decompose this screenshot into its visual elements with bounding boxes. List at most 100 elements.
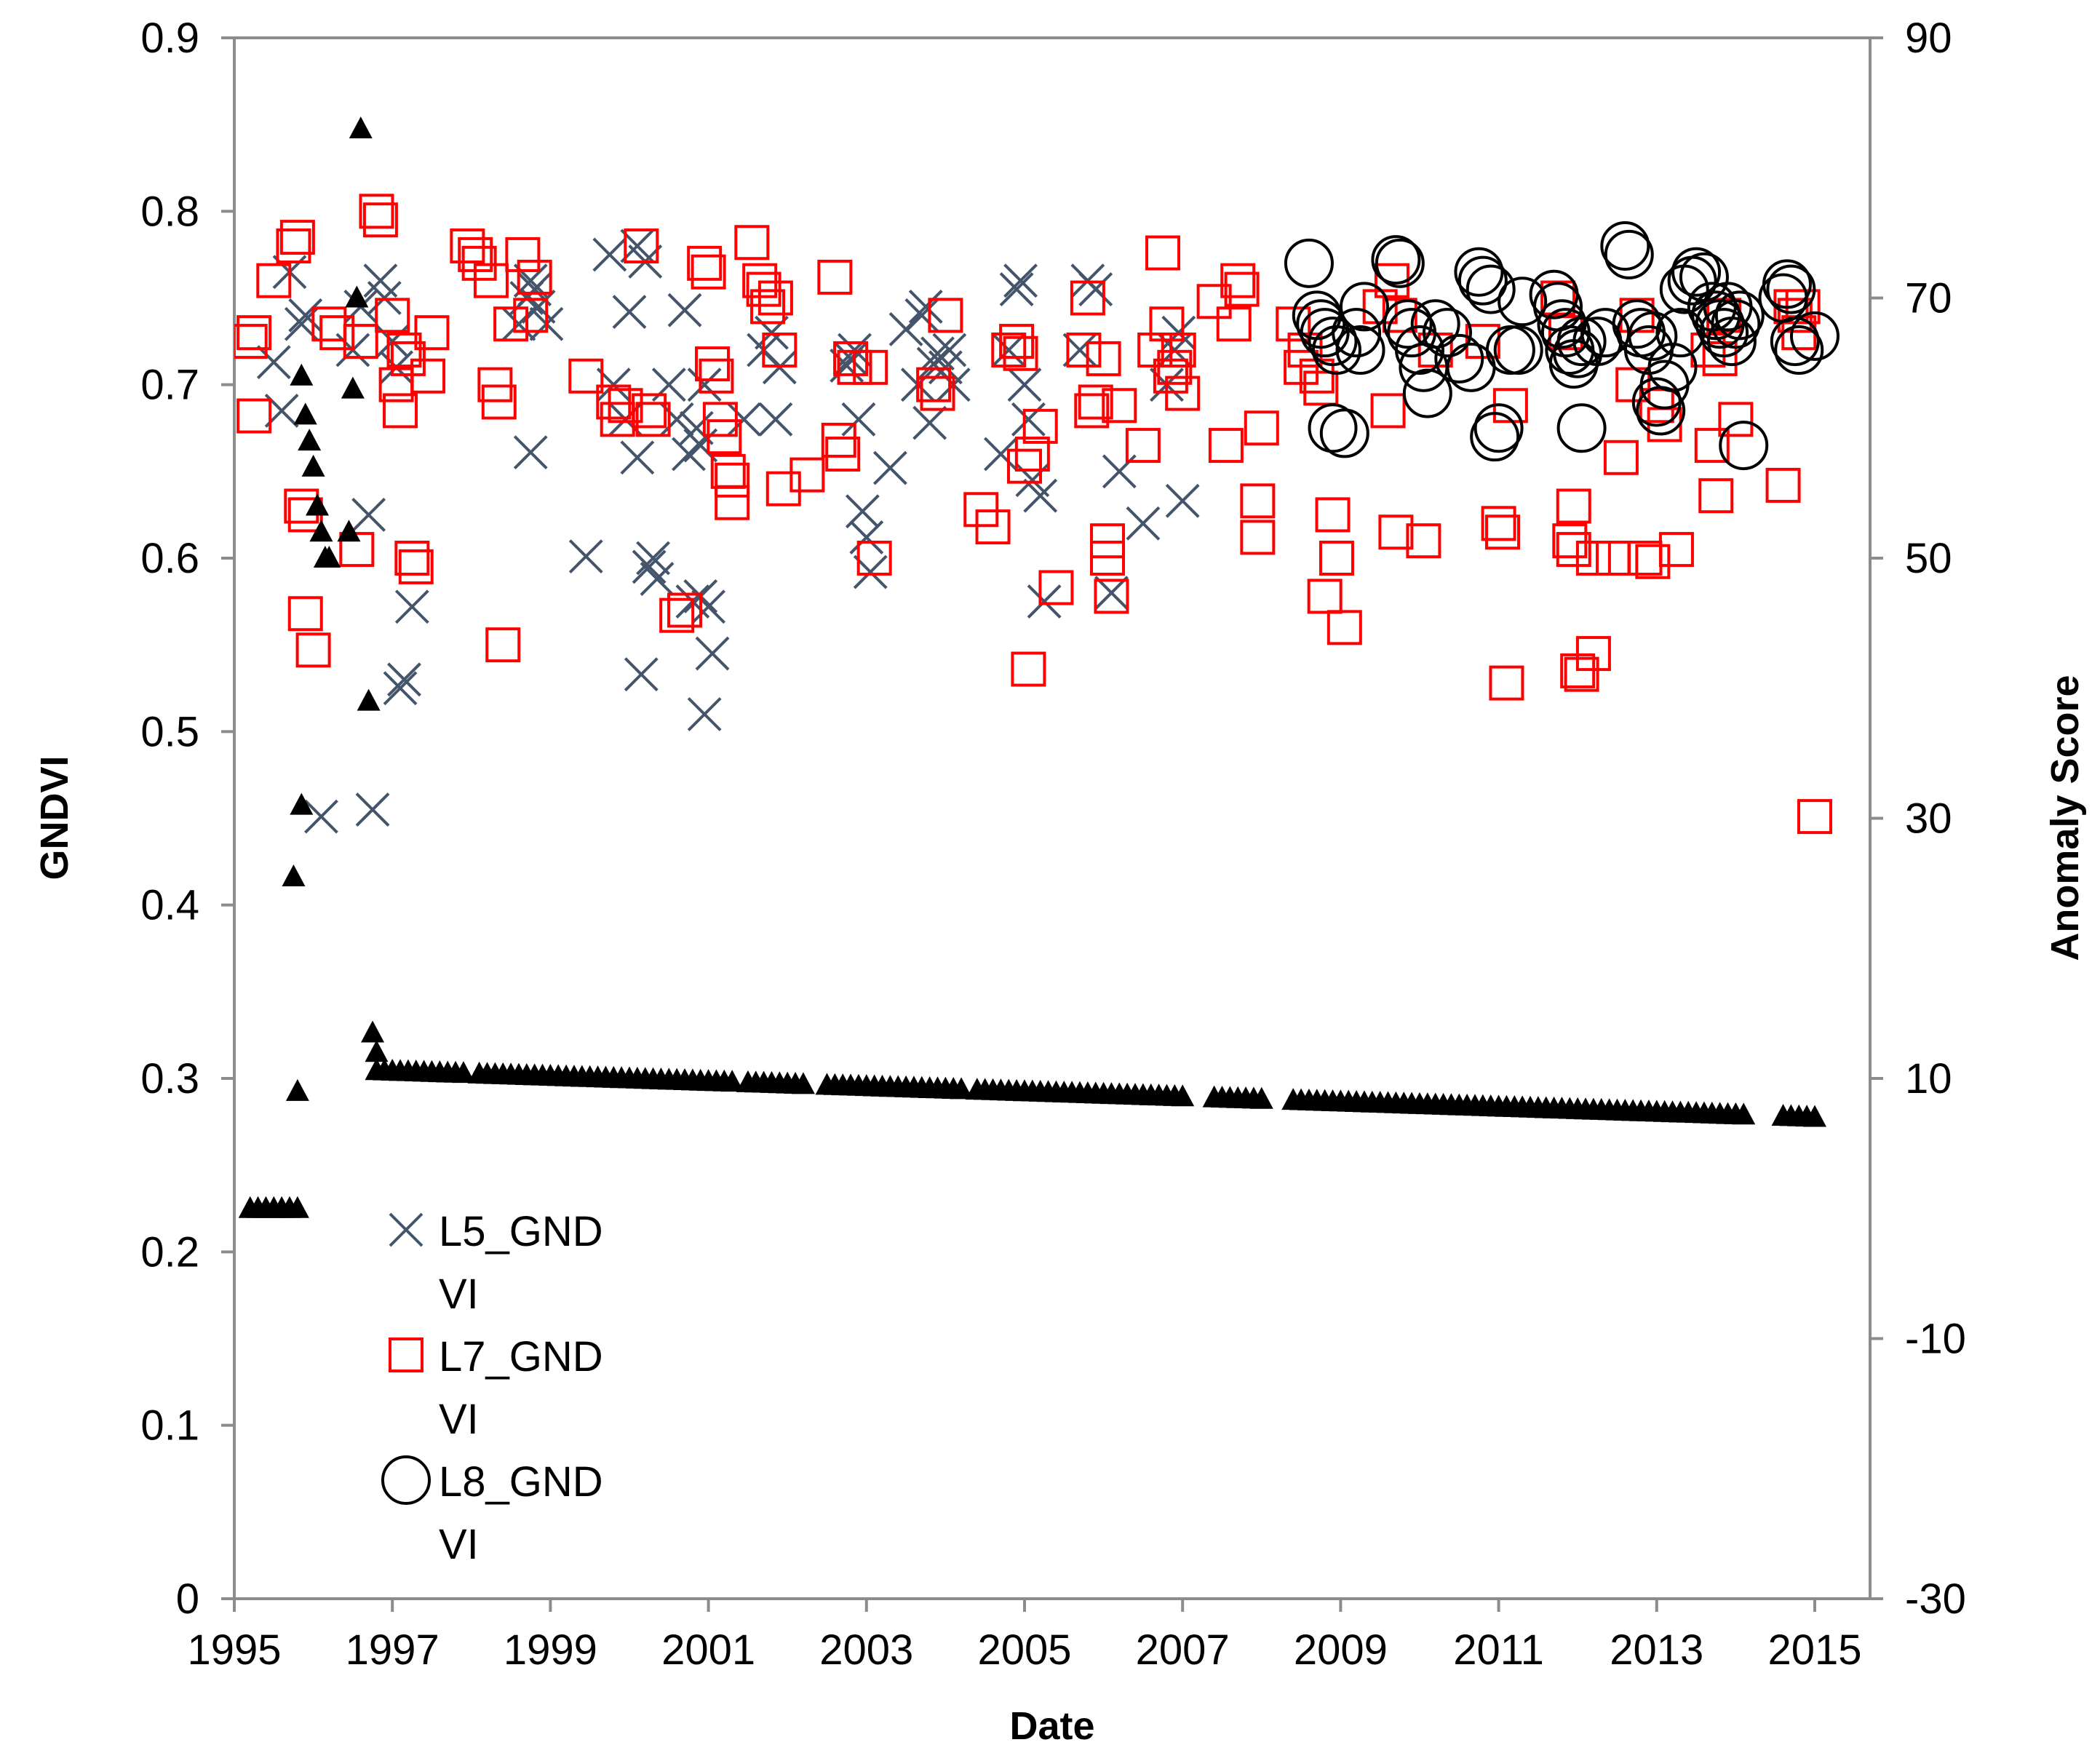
l7-data-point [1307, 579, 1343, 614]
l5-data-point [999, 272, 1034, 306]
l7-data-point [375, 298, 410, 333]
l5-data-point [624, 657, 659, 692]
l8-data-point [1498, 277, 1548, 327]
l8-data-point [1789, 311, 1840, 361]
y-tick-label: 0.1 [140, 1402, 199, 1450]
l7-data-point [825, 437, 861, 472]
x-tick-label: 1995 [187, 1626, 281, 1674]
l7-data-point [319, 315, 355, 351]
l8-data-point [1556, 403, 1607, 453]
x-tick-label: 2003 [819, 1626, 913, 1674]
l8-data-point [1332, 308, 1382, 358]
l5-data-point [727, 402, 761, 437]
y-tick-label: 0 [176, 1575, 199, 1623]
anomaly-data-point [365, 1040, 389, 1062]
l5-data-point [1078, 272, 1113, 306]
l7-data-point [236, 315, 272, 351]
anomaly-data-point [1732, 1102, 1756, 1125]
l7-data-point [691, 254, 726, 290]
l7-data-point [1224, 271, 1260, 307]
l8-data-point [1319, 408, 1369, 458]
l5-data-point [612, 295, 647, 329]
x-tick-label: 2013 [1610, 1626, 1703, 1674]
l7-data-point [1603, 440, 1639, 475]
l8-data-point [1296, 299, 1346, 349]
l7-data-point [517, 259, 552, 295]
l7-data-point [734, 225, 770, 261]
l7-data-point [394, 541, 430, 576]
anomaly-data-point [357, 688, 381, 711]
l8-data-point [1339, 282, 1389, 332]
l7-data-point [821, 422, 856, 458]
anomaly-data-point [301, 454, 325, 477]
y-tick-label: 0.4 [140, 882, 199, 929]
l8-data-point [1628, 311, 1678, 361]
l8-data-point [1465, 264, 1516, 314]
x-tick-label: 2007 [1136, 1626, 1230, 1674]
l7-data-point [715, 462, 750, 498]
l7-data-point [1208, 428, 1244, 464]
x-axis-title: Date [1009, 1704, 1094, 1748]
l7-data-point [1635, 544, 1671, 579]
anomaly-data-point [361, 1020, 385, 1043]
l7-data-point [991, 333, 1027, 367]
l7-data-point [1378, 514, 1414, 550]
l5-data-point [904, 298, 939, 333]
l7-data-point [1145, 235, 1181, 271]
l7-data-point [762, 333, 798, 367]
l7-data-point [790, 457, 825, 493]
l7-data-point [1481, 506, 1516, 541]
l8-data-point [1766, 264, 1816, 314]
l7-data-point [505, 236, 541, 272]
l7-data-point [398, 549, 434, 584]
series-l8 [1284, 221, 1840, 471]
y-tick-label: 0.5 [140, 708, 199, 755]
l7-data-point [1102, 388, 1137, 424]
l7-data-point [485, 627, 521, 663]
l7-data-point [1196, 284, 1232, 319]
l7-data-point [1694, 428, 1730, 464]
l7-data-point [707, 419, 742, 455]
l5-data-point [983, 437, 1018, 472]
l5-data-point [1003, 263, 1038, 298]
l8-data-point [1719, 421, 1769, 471]
l5-data-point [1007, 367, 1042, 402]
l7-data-point [256, 263, 292, 298]
l5-data-point [1126, 506, 1161, 541]
l5-data-point [687, 697, 722, 731]
l7-data-point [1406, 523, 1441, 559]
l7-data-point [699, 358, 734, 394]
l5-data-point [640, 562, 675, 597]
l7-data-point [473, 263, 509, 298]
l8-data-point [1774, 325, 1824, 375]
l5-data-point [351, 498, 386, 532]
l5-data-point [695, 636, 730, 671]
x-tick-label: 1997 [346, 1626, 440, 1674]
l5-data-point [304, 799, 338, 834]
legend-label: L8_GND [439, 1458, 603, 1506]
l7-data-point [1327, 610, 1362, 645]
anomaly-data-point [1802, 1105, 1826, 1127]
l5-data-point [1011, 402, 1046, 437]
l7-data-point [1066, 333, 1102, 367]
y-tick-label: 0.6 [140, 535, 199, 582]
l7-data-point [1244, 410, 1279, 446]
l7-data-point [999, 324, 1035, 359]
legend-label: L7_GND [439, 1333, 603, 1380]
legend-item-l7: L7_GND VI [389, 1333, 603, 1443]
l7-data-point [1094, 579, 1129, 614]
l8-data-point [1375, 238, 1425, 288]
l7-data-point [1011, 651, 1046, 687]
l7-data-point [513, 298, 549, 333]
l8-data-point [1556, 317, 1607, 367]
l5-data-point [687, 367, 722, 402]
anomaly-data-point [317, 546, 341, 568]
l7-data-point [1078, 384, 1113, 420]
anomaly-data-point [298, 429, 322, 451]
y-tick-label: 0.8 [140, 188, 199, 235]
l7-data-point [1489, 665, 1524, 701]
l8-data-point [1706, 317, 1757, 367]
l8-data-point [1308, 403, 1358, 453]
l5-data-point [841, 402, 876, 437]
